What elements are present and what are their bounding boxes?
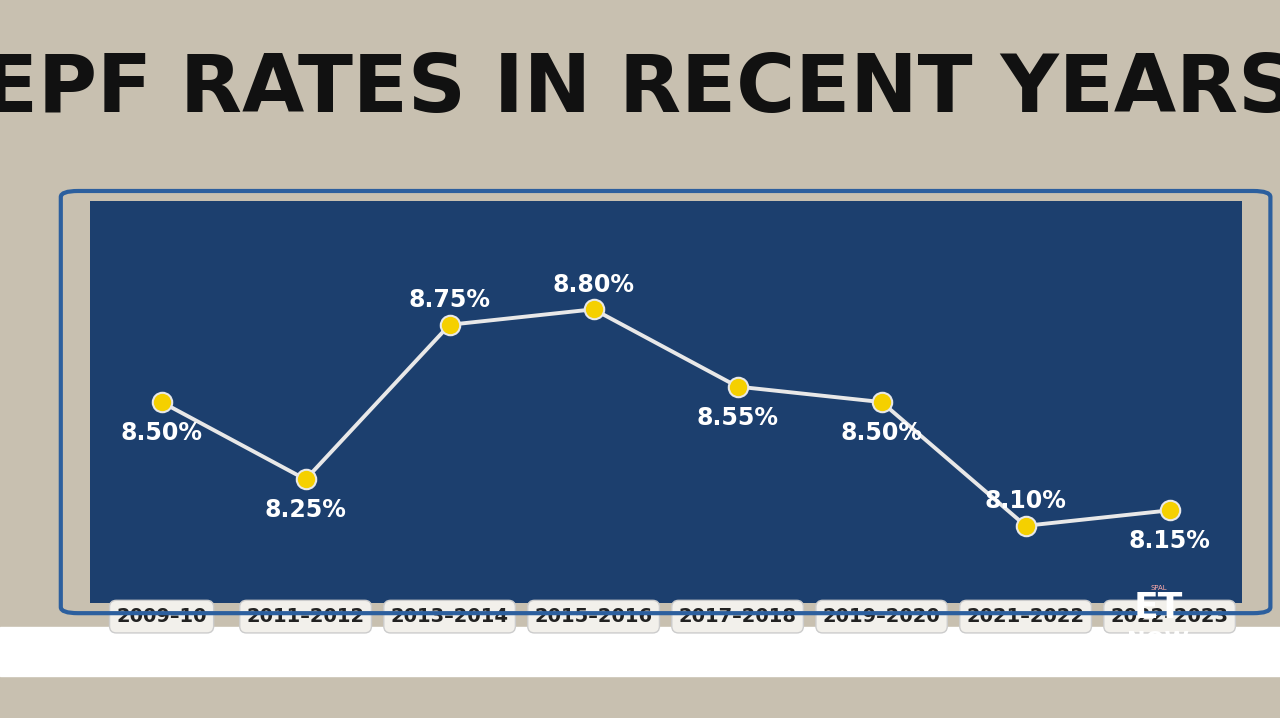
Text: 8.75%: 8.75% (408, 288, 490, 312)
Point (1160, 505, 1180, 516)
Text: 8.50%: 8.50% (841, 421, 923, 445)
Point (727, 381, 748, 392)
Text: 2015–2016: 2015–2016 (535, 607, 653, 626)
Text: 8.15%: 8.15% (1129, 529, 1211, 554)
Text: 8.55%: 8.55% (696, 406, 778, 429)
Text: 2011–2012: 2011–2012 (247, 607, 365, 626)
Point (1015, 520, 1036, 531)
Point (872, 396, 892, 408)
Text: 2019–2020: 2019–2020 (823, 607, 941, 626)
Text: ET: ET (1134, 591, 1183, 625)
Text: 8.50%: 8.50% (120, 421, 202, 445)
Text: 2022–2023: 2022–2023 (1111, 607, 1229, 626)
Text: 8.80%: 8.80% (553, 273, 635, 297)
Point (584, 304, 604, 315)
Point (151, 396, 172, 408)
Text: NOW: NOW (1128, 631, 1189, 651)
Text: 2017–2018: 2017–2018 (678, 607, 796, 626)
Text: 8.25%: 8.25% (265, 498, 347, 522)
Text: 2021–2022: 2021–2022 (966, 607, 1084, 626)
Point (439, 319, 460, 330)
Text: EPF RATES IN RECENT YEARS: EPF RATES IN RECENT YEARS (0, 51, 1280, 129)
Text: 2013–2014: 2013–2014 (390, 607, 508, 626)
Text: 8.10%: 8.10% (984, 489, 1066, 513)
Text: SPAL: SPAL (1151, 585, 1166, 591)
Point (296, 474, 316, 485)
Text: 2009–10: 2009–10 (116, 607, 207, 626)
